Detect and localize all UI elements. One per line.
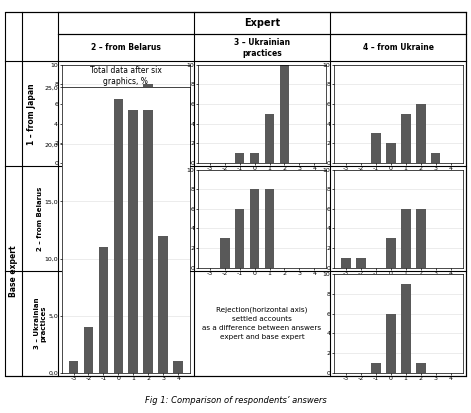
Bar — [144, 110, 153, 373]
Bar — [431, 153, 440, 163]
Bar — [235, 209, 244, 268]
Bar — [235, 153, 244, 163]
Bar — [129, 110, 138, 373]
Bar — [98, 247, 108, 373]
Bar — [371, 363, 381, 373]
Bar — [129, 143, 138, 163]
Text: Total data after six
graphics, %: Total data after six graphics, % — [90, 66, 162, 86]
Bar — [416, 209, 425, 268]
Bar — [386, 313, 396, 373]
Bar — [158, 236, 168, 373]
Bar — [401, 209, 411, 268]
Bar — [401, 114, 411, 163]
Bar — [144, 84, 153, 163]
Text: Rejection(horizontal axis)
settled accounts
as a difference between answers
expe: Rejection(horizontal axis) settled accou… — [203, 307, 322, 340]
Bar — [250, 189, 260, 268]
Text: Expert: Expert — [244, 18, 280, 28]
Bar — [386, 143, 396, 163]
Bar — [356, 258, 365, 268]
Bar — [265, 114, 275, 163]
Text: 3 – Ukrainian
practices: 3 – Ukrainian practices — [33, 298, 47, 349]
Bar — [84, 327, 93, 373]
Bar — [158, 104, 168, 163]
Bar — [69, 361, 78, 373]
Bar — [280, 65, 289, 163]
Text: 2 – from Belarus: 2 – from Belarus — [91, 43, 161, 52]
Bar — [416, 363, 425, 373]
Text: 1 – from Japan: 1 – from Japan — [27, 83, 36, 145]
Text: Base expert: Base expert — [9, 245, 18, 297]
Text: 3 – Ukrainian
practices: 3 – Ukrainian practices — [234, 38, 290, 57]
Bar — [401, 284, 411, 373]
Text: 4 – from Ukraine: 4 – from Ukraine — [363, 43, 434, 52]
Bar — [371, 133, 381, 163]
Bar — [114, 153, 123, 163]
Bar — [250, 153, 260, 163]
Text: 2 – from Belarus: 2 – from Belarus — [37, 186, 43, 251]
Bar — [341, 258, 351, 268]
Bar — [220, 238, 229, 268]
Bar — [173, 361, 183, 373]
Bar — [416, 104, 425, 163]
Bar — [386, 238, 396, 268]
Bar — [114, 99, 123, 373]
Bar — [265, 189, 275, 268]
Text: Fig 1: Comparison of respondents’ answers: Fig 1: Comparison of respondents’ answer… — [145, 396, 326, 405]
